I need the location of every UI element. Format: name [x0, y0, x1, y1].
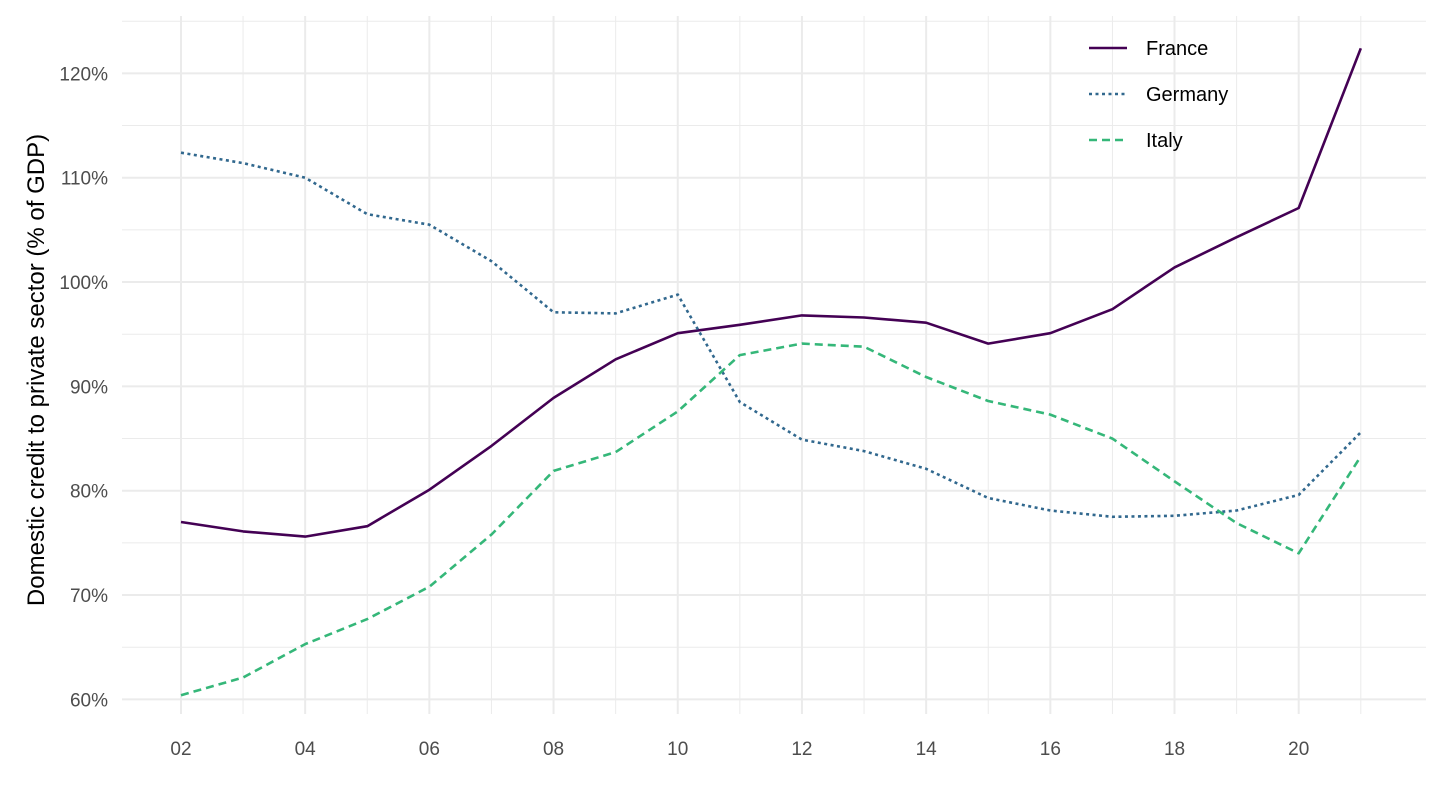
x-tick-label: 18 — [1164, 739, 1185, 760]
legend-label-germany: Germany — [1146, 84, 1228, 106]
x-tick-label: 16 — [1040, 739, 1061, 760]
x-tick-label: 14 — [916, 739, 938, 760]
x-tick-label: 06 — [419, 739, 440, 760]
series-line-germany — [180, 151, 1362, 519]
x-tick-label: 10 — [667, 739, 688, 760]
y-tick-label: 100% — [59, 273, 108, 294]
y-tick-label: 90% — [70, 377, 108, 398]
legend-label-france: France — [1146, 38, 1208, 60]
y-axis-tick-labels: 60% 70% 80% 90% 100% 110% 120% — [59, 64, 108, 711]
x-tick-label: 04 — [295, 739, 317, 760]
legend-label-italy: Italy — [1146, 130, 1183, 152]
y-tick-label: 60% — [70, 690, 108, 711]
series-line-italy — [180, 342, 1362, 697]
x-tick-label: 02 — [170, 739, 191, 760]
series-line-france — [180, 47, 1363, 538]
y-axis-title: Domestic credit to private sector (% of … — [23, 134, 50, 606]
major-gridlines — [122, 16, 1426, 714]
legend: France Germany Italy — [1089, 38, 1228, 152]
x-tick-label: 12 — [791, 739, 812, 760]
y-tick-label: 110% — [61, 169, 108, 190]
y-tick-label: 70% — [70, 586, 108, 607]
x-axis-tick-labels: 02 04 06 08 10 12 14 16 18 20 — [170, 739, 1309, 760]
x-tick-label: 20 — [1288, 739, 1309, 760]
y-tick-label: 120% — [59, 64, 108, 85]
x-tick-label: 08 — [543, 739, 564, 760]
minor-gridlines — [122, 16, 1426, 714]
y-tick-label: 80% — [70, 482, 108, 503]
series-lines — [180, 47, 1363, 697]
